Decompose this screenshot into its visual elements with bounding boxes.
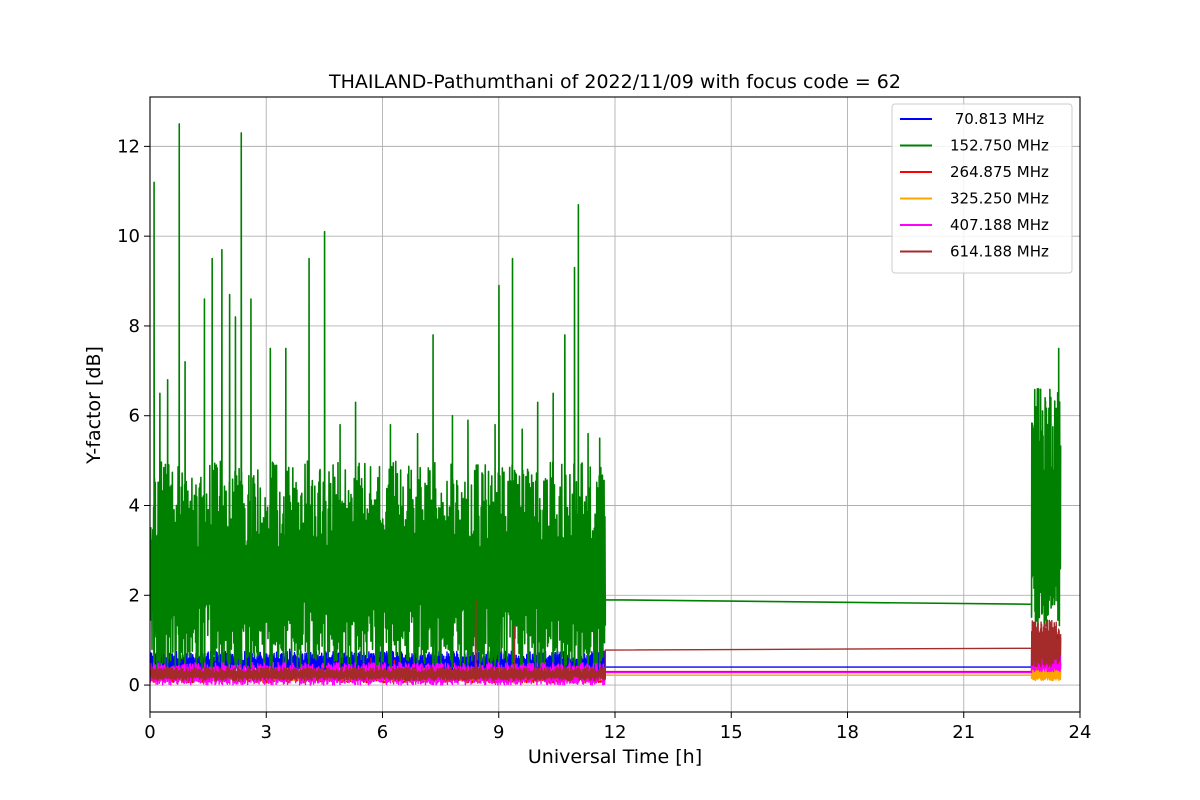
- x-axis-label: Universal Time [h]: [528, 746, 702, 768]
- y-tick-label: 4: [129, 496, 140, 517]
- legend-entry-label: 70.813 MHz: [950, 110, 1044, 128]
- x-tick-label: 3: [261, 722, 272, 743]
- y-tick-label: 6: [129, 406, 140, 427]
- legend-entry-label: 614.188 MHz: [950, 243, 1049, 261]
- series-line-2: [150, 123, 1062, 673]
- legend: 70.813 MHz 152.750 MHz 264.875 MHz 325.250 …: [891, 103, 1073, 274]
- y-tick-label: 12: [117, 136, 140, 157]
- x-tick-label: 24: [1069, 722, 1092, 743]
- y-tick-label: 2: [129, 585, 140, 606]
- legend-entry-label: 152.750 MHz: [950, 137, 1049, 155]
- series-line-6: [150, 603, 1062, 682]
- legend-entry-label: 264.875 MHz: [950, 163, 1049, 181]
- y-tick-label: 10: [117, 226, 140, 247]
- legend-entry-label: 407.188 MHz: [950, 216, 1049, 234]
- legend-box: [891, 103, 1073, 274]
- y-tick-label: 8: [129, 316, 140, 337]
- x-tick-label: 0: [144, 722, 155, 743]
- x-tick-label: 6: [377, 722, 388, 743]
- plot-area: [150, 123, 1062, 686]
- x-tick-label: 9: [493, 722, 504, 743]
- y-axis-label: Y-factor [dB]: [83, 346, 105, 465]
- legend-entry-label: 325.250 MHz: [950, 190, 1049, 208]
- x-tick-label: 12: [604, 722, 627, 743]
- y-tick-label: 0: [129, 675, 140, 696]
- chart-title: THAILAND-Pathumthani of 2022/11/09 with …: [328, 71, 901, 93]
- x-tick-label: 15: [720, 722, 743, 743]
- x-tick-label: 21: [952, 722, 975, 743]
- x-tick-label: 18: [836, 722, 859, 743]
